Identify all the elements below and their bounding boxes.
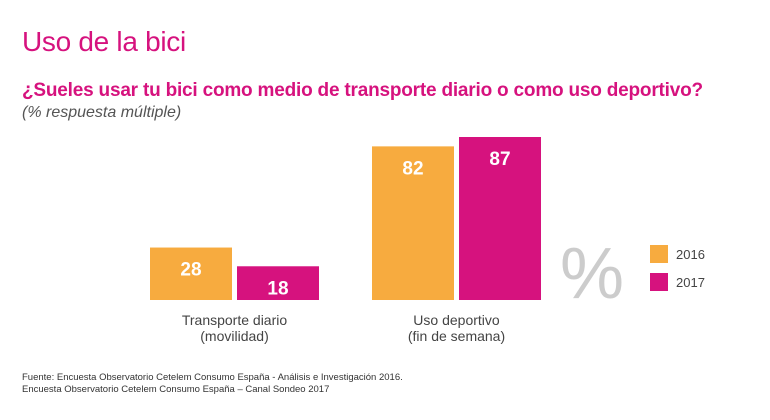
category-label: (movilidad)	[200, 328, 268, 344]
chart-question: ¿Sueles usar tu bici como medio de trans…	[22, 80, 703, 101]
category-label: (fin de semana)	[408, 328, 505, 344]
bar-2016-0	[150, 247, 232, 300]
category-label: Uso deportivo	[413, 312, 500, 328]
source-line-2: Encuesta Observatorio Cetelem Consumo Es…	[22, 384, 330, 395]
legend-label-2017: 2017	[676, 275, 705, 290]
bar-value-label: 87	[489, 149, 510, 170]
legend-swatch-2016	[650, 245, 668, 263]
percent-sign: %	[560, 234, 624, 314]
bar-value-label: 28	[180, 260, 201, 281]
chart-subtitle: (% respuesta múltiple)	[22, 104, 182, 121]
bars-group: 28 18 Transporte diario(movilidad) 82 87 Uso …	[150, 137, 541, 344]
bar-value-label: 18	[267, 278, 288, 299]
legend-swatch-2017	[650, 273, 668, 291]
category-label: Transporte diario	[182, 312, 288, 328]
bar-2017-1	[459, 137, 541, 300]
bar-2016-1	[372, 146, 454, 300]
legend: 2016 2017	[650, 245, 705, 291]
page-title: Uso de la bici	[22, 26, 186, 57]
bar-value-label: 82	[402, 158, 423, 179]
legend-label-2016: 2016	[676, 247, 705, 262]
bar-2017-0	[237, 266, 319, 300]
source-line-1: Fuente: Encuesta Observatorio Cetelem Co…	[22, 372, 403, 383]
source-note: Fuente: Encuesta Observatorio Cetelem Co…	[22, 372, 403, 396]
